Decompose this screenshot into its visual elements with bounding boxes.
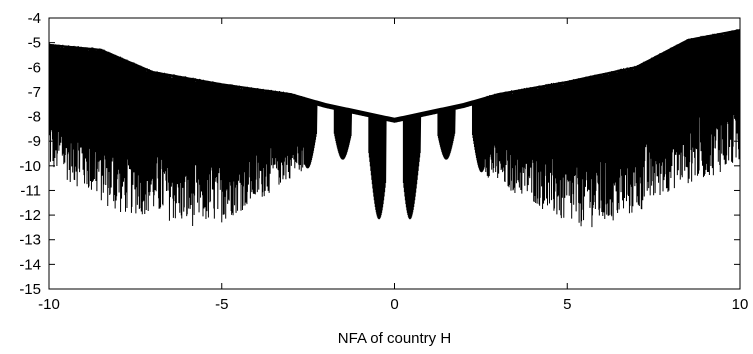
y-tick-label: -5 bbox=[28, 35, 41, 52]
x-axis-label: NFA of country H bbox=[338, 330, 451, 347]
y-tick-label: -15 bbox=[19, 281, 41, 298]
y-tick-label: -6 bbox=[28, 59, 41, 76]
y-tick-label: -8 bbox=[28, 109, 41, 126]
x-tick-label: 10 bbox=[732, 296, 749, 313]
x-tick-label: 5 bbox=[563, 296, 571, 313]
y-tick-label: -14 bbox=[19, 256, 41, 273]
y-tick-label: -4 bbox=[28, 10, 41, 27]
series-upper-envelope bbox=[49, 29, 740, 121]
series-oscillation-band bbox=[49, 29, 740, 228]
y-tick-label: -7 bbox=[28, 84, 41, 101]
y-tick-label: -9 bbox=[28, 133, 41, 150]
y-tick-label: -11 bbox=[20, 182, 41, 199]
x-tick-label: -5 bbox=[215, 296, 228, 313]
y-tick-label: -13 bbox=[19, 232, 41, 249]
y-tick-label: -10 bbox=[19, 158, 41, 175]
y-tick-label: -12 bbox=[19, 207, 41, 224]
x-tick-label: 0 bbox=[390, 296, 398, 313]
x-tick-label: -10 bbox=[38, 296, 60, 313]
